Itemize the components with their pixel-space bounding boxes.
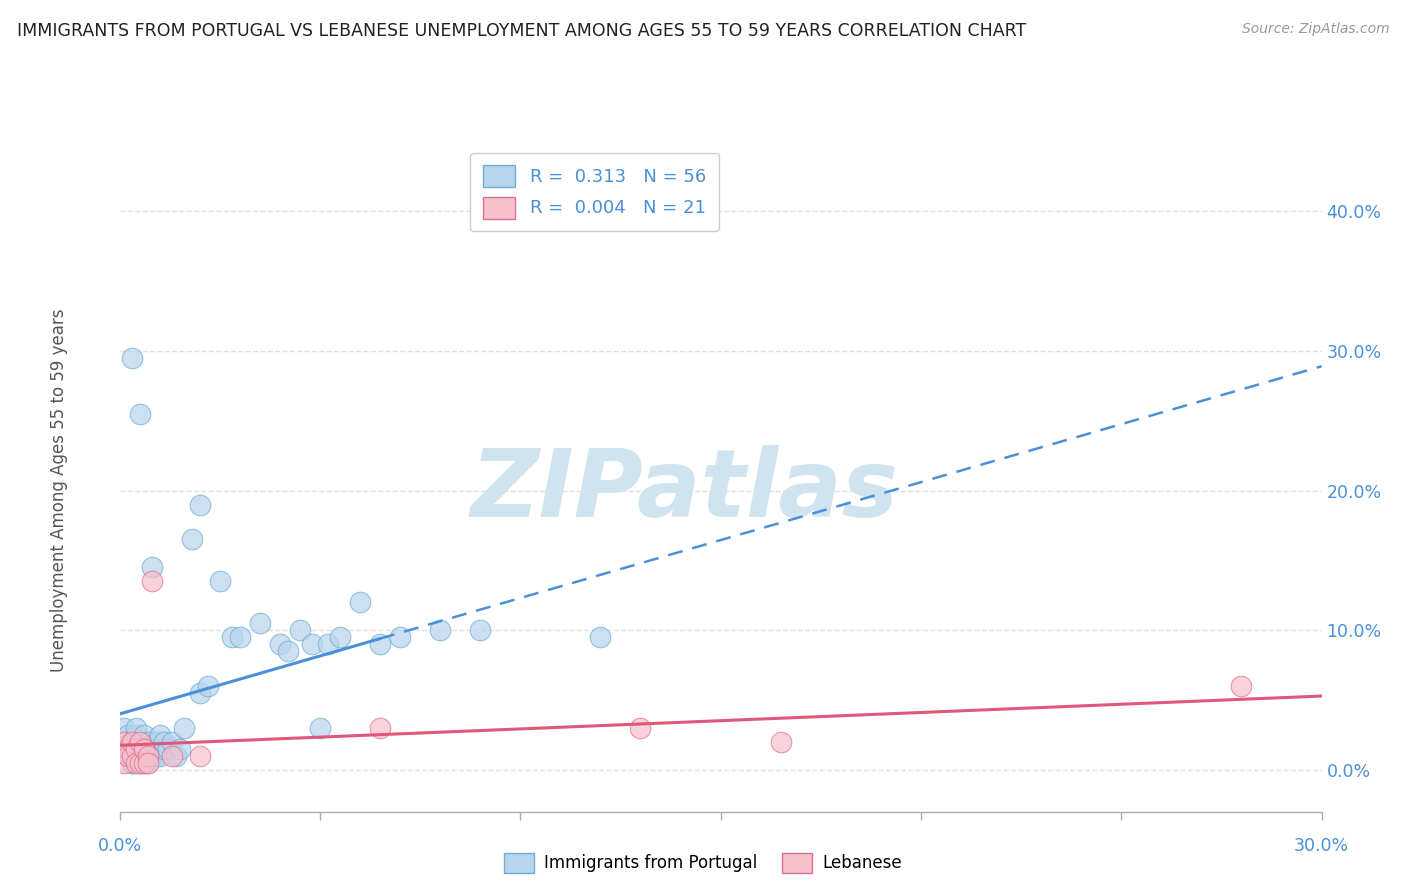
Legend: R =  0.313   N = 56, R =  0.004   N = 21: R = 0.313 N = 56, R = 0.004 N = 21: [470, 153, 718, 231]
Point: [128, 735, 150, 749]
Point: [124, 748, 146, 763]
Text: 0.0%: 0.0%: [97, 837, 142, 855]
Legend: Immigrants from Portugal, Lebanese: Immigrants from Portugal, Lebanese: [498, 847, 908, 880]
Point: [145, 735, 167, 749]
Text: 30.0%: 30.0%: [1294, 837, 1350, 855]
Point: [112, 756, 135, 770]
Point: [173, 721, 195, 735]
Point: [368, 721, 391, 735]
Point: [124, 756, 146, 770]
Point: [309, 721, 332, 735]
Point: [277, 644, 299, 658]
Point: [141, 560, 163, 574]
Point: [132, 728, 155, 742]
Point: [388, 630, 412, 644]
Point: [316, 637, 339, 651]
Point: [121, 756, 143, 770]
Point: [136, 756, 159, 770]
Point: [160, 748, 183, 763]
Point: [124, 721, 146, 735]
Point: [128, 735, 150, 749]
Point: [112, 742, 135, 756]
Text: Source: ZipAtlas.com: Source: ZipAtlas.com: [1241, 22, 1389, 37]
Point: [468, 624, 492, 638]
Point: [769, 735, 792, 749]
Point: [121, 351, 143, 365]
Point: [152, 742, 174, 756]
Point: [136, 756, 159, 770]
Point: [112, 735, 135, 749]
Point: [117, 748, 139, 763]
Point: [132, 742, 155, 756]
Point: [141, 574, 163, 589]
Point: [149, 748, 172, 763]
Point: [208, 574, 231, 589]
Point: [112, 721, 135, 735]
Point: [132, 756, 155, 770]
Point: [128, 756, 150, 770]
Point: [169, 742, 191, 756]
Point: [429, 624, 451, 638]
Point: [121, 756, 143, 770]
Point: [128, 742, 150, 756]
Point: [188, 498, 211, 512]
Point: [329, 630, 352, 644]
Point: [152, 735, 174, 749]
Text: Unemployment Among Ages 55 to 59 years: Unemployment Among Ages 55 to 59 years: [51, 309, 69, 673]
Point: [249, 616, 271, 631]
Point: [188, 748, 211, 763]
Text: IMMIGRANTS FROM PORTUGAL VS LEBANESE UNEMPLOYMENT AMONG AGES 55 TO 59 YEARS CORR: IMMIGRANTS FROM PORTUGAL VS LEBANESE UNE…: [17, 22, 1026, 40]
Point: [117, 728, 139, 742]
Point: [121, 748, 143, 763]
Point: [630, 721, 652, 735]
Point: [156, 742, 179, 756]
Point: [160, 735, 183, 749]
Point: [228, 630, 252, 644]
Point: [136, 748, 159, 763]
Point: [165, 748, 187, 763]
Text: ZIPatlas: ZIPatlas: [471, 444, 898, 537]
Point: [269, 637, 291, 651]
Point: [124, 742, 146, 756]
Point: [180, 533, 202, 547]
Point: [132, 756, 155, 770]
Point: [349, 595, 371, 609]
Point: [145, 748, 167, 763]
Point: [136, 748, 159, 763]
Point: [188, 686, 211, 700]
Point: [221, 630, 243, 644]
Point: [132, 742, 155, 756]
Point: [121, 735, 143, 749]
Point: [301, 637, 323, 651]
Point: [128, 756, 150, 770]
Point: [121, 735, 143, 749]
Point: [124, 728, 146, 742]
Point: [149, 728, 172, 742]
Point: [141, 748, 163, 763]
Point: [128, 407, 150, 421]
Point: [141, 742, 163, 756]
Point: [117, 748, 139, 763]
Point: [117, 742, 139, 756]
Point: [368, 637, 391, 651]
Point: [197, 679, 219, 693]
Point: [1230, 679, 1253, 693]
Point: [136, 735, 159, 749]
Point: [589, 630, 612, 644]
Point: [288, 624, 311, 638]
